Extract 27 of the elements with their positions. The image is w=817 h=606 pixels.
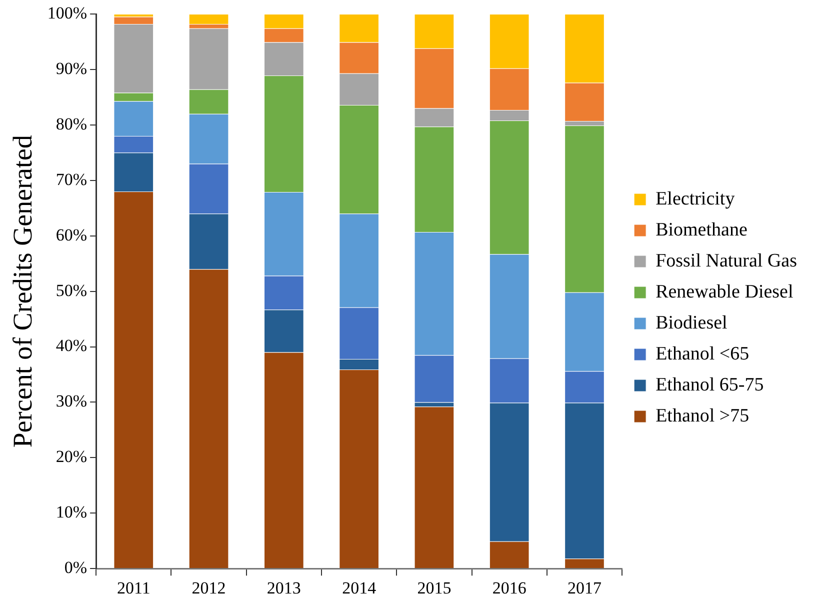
x-tick-label: 2017	[567, 578, 602, 598]
x-tick-label: 2015	[417, 578, 452, 598]
legend-label: Biomethane	[656, 219, 748, 240]
y-tick-label: 0%	[64, 558, 88, 578]
y-tick-label: 10%	[56, 502, 88, 522]
y-tick-label: 70%	[56, 170, 88, 189]
legend-label: Biodiesel	[656, 312, 728, 334]
x-tick-label: 2012	[192, 578, 226, 598]
y-tick-label: 40%	[56, 336, 88, 356]
x-tick-label: 2014	[342, 578, 377, 598]
y-tick-label: 90%	[56, 58, 88, 78]
legend-label: Electricity	[656, 188, 736, 210]
x-tick-label: 2011	[116, 578, 150, 598]
legend-label: Renewable Diesel	[656, 281, 794, 302]
y-tick-label: 60%	[56, 225, 88, 244]
x-tick-label: 2016	[492, 578, 526, 598]
legend-label: Ethanol 65-75	[656, 374, 764, 396]
x-tick-label: 2013	[266, 578, 301, 598]
y-axis-title: Percent of Credits Generated	[7, 134, 38, 448]
legend-label: Ethanol <65	[656, 343, 750, 364]
y-tick-label: 80%	[56, 114, 88, 134]
legend-label: Ethanol >75	[656, 405, 750, 426]
y-tick-label: 30%	[56, 392, 88, 411]
y-tick-label: 50%	[56, 280, 88, 300]
legend-label: Fossil Natural Gas	[656, 250, 798, 272]
y-tick-label: 100%	[47, 3, 88, 22]
y-tick-label: 20%	[56, 447, 88, 466]
